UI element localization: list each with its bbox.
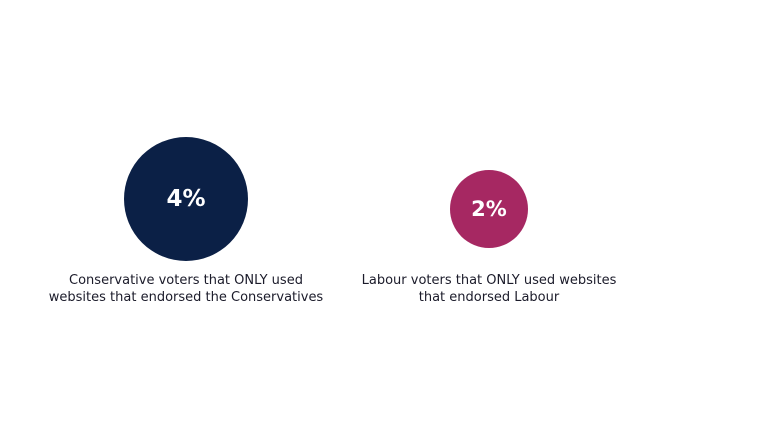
bubble-labour: 2%: [450, 170, 528, 248]
bubble-conservative: 4%: [124, 137, 248, 261]
bubble-conservative-value: 4%: [166, 186, 206, 212]
caption-conservative: Conservative voters that ONLY used websi…: [46, 272, 326, 306]
caption-labour-line-1: Labour voters that ONLY used websites: [361, 273, 617, 288]
caption-conservative-line-1: Conservative voters that ONLY used: [69, 273, 303, 288]
bubble-labour-value: 2%: [471, 197, 507, 221]
caption-conservative-line-2: websites that endorsed the Conservatives: [48, 290, 324, 305]
caption-labour-line-2: that endorsed Labour: [418, 290, 560, 305]
caption-labour: Labour voters that ONLY used websites th…: [344, 272, 634, 306]
